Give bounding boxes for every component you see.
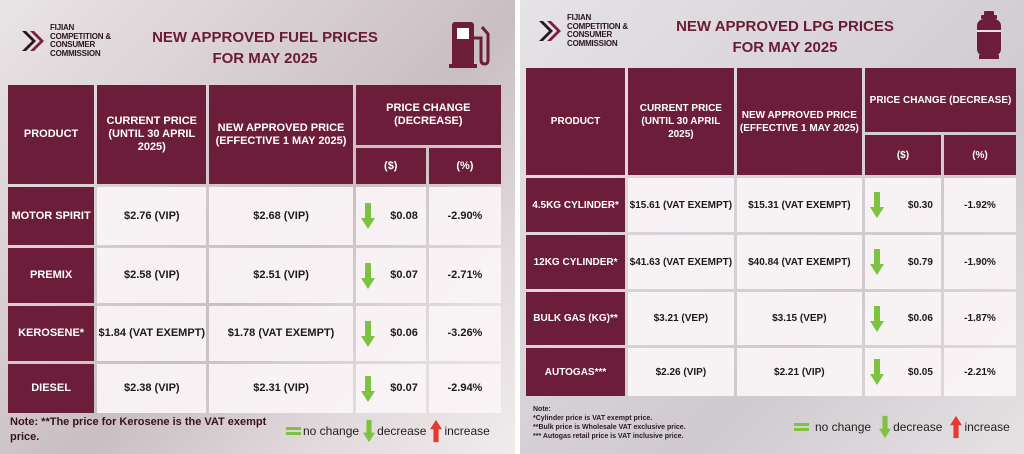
table-row: 12KG CYLINDER* $41.63 (VAT EXEMPT) $40.8… <box>526 235 1016 289</box>
decrease-arrow-icon <box>360 375 375 402</box>
percent-change: -2.94% <box>428 364 501 413</box>
current-price: $2.26 (VIP) <box>628 348 734 396</box>
current-price: $2.58 (VIP) <box>97 248 207 303</box>
up-arrow-icon <box>950 415 963 439</box>
header-new-price: NEW APPROVED PRICE (EFFECTIVE 1 MAY 2025… <box>209 85 353 184</box>
header-product: PRODUCT <box>8 85 95 184</box>
equals-icon <box>794 422 809 432</box>
fuel-title: NEW APPROVED FUEL PRICES FOR MAY 2025 <box>152 29 378 67</box>
new-price: $40.84 (VAT EXEMPT) <box>736 235 862 289</box>
dollar-change: $0.07 <box>355 364 426 413</box>
header-percent: (%) <box>943 135 1016 175</box>
new-price: $3.15 (VEP) <box>736 292 862 345</box>
lpg-price-table: PRODUCT CURRENT PRICE (UNTIL 30 APRIL 20… <box>523 65 1019 399</box>
product-name: AUTOGAS*** <box>526 348 626 396</box>
header-product: PRODUCT <box>526 68 626 175</box>
decrease-arrow-icon <box>870 305 884 332</box>
percent-change: -1.87% <box>943 292 1016 345</box>
decrease-arrow-icon <box>360 320 375 347</box>
current-price: $2.38 (VIP) <box>97 364 207 413</box>
percent-change: -3.26% <box>428 306 501 361</box>
fuel-note: Note: **The price for Kerosene is the VA… <box>10 416 267 443</box>
legend-no-change: no change <box>794 420 871 434</box>
current-price: $15.61 (VAT EXEMPT) <box>628 178 734 232</box>
table-row: 4.5KG CYLINDER* $15.61 (VAT EXEMPT) $15.… <box>526 178 1016 232</box>
current-price: $41.63 (VAT EXEMPT) <box>628 235 734 289</box>
chevron-logo-icon <box>22 31 44 51</box>
decrease-arrow-icon <box>360 203 375 229</box>
legend-decrease: decrease <box>879 413 942 441</box>
table-row: PREMIX $2.58 (VIP) $2.51 (VIP) $0.07 -2.… <box>8 248 501 303</box>
product-name: BULK GAS (KG)** <box>526 292 626 345</box>
product-name: MOTOR SPIRIT <box>8 187 95 245</box>
decrease-arrow-icon <box>870 249 884 275</box>
new-price: $2.68 (VIP) <box>209 187 353 245</box>
up-arrow-icon <box>430 419 443 443</box>
fuel-pump-icon <box>449 22 490 68</box>
decrease-arrow-icon <box>870 359 884 385</box>
gas-cylinder-icon <box>977 11 1001 59</box>
table-row: MOTOR SPIRIT $2.76 (VIP) $2.68 (VIP) $0.… <box>8 187 501 245</box>
dollar-change: $0.06 <box>865 292 941 345</box>
fuel-legend: no change decrease increase <box>286 418 490 444</box>
dollar-change: $0.30 <box>865 178 941 232</box>
dollar-change: $0.05 <box>865 348 941 396</box>
header-current-price: CURRENT PRICE (UNTIL 30 APRIL 2025) <box>628 68 734 175</box>
product-name: PREMIX <box>8 248 95 303</box>
table-row: DIESEL $2.38 (VIP) $2.31 (VIP) $0.07 -2.… <box>8 364 501 413</box>
current-price: $2.76 (VIP) <box>97 187 207 245</box>
header-percent: (%) <box>428 148 501 184</box>
product-name: KEROSENE* <box>8 306 95 361</box>
fccc-logo-lpg: FIJIAN COMPETITION & CONSUMER COMMISSION <box>537 13 628 48</box>
legend-increase: increase <box>430 418 490 444</box>
current-price: $1.84 (VAT EXEMPT) <box>97 306 207 361</box>
header-dollar: ($) <box>865 135 941 175</box>
new-price: $1.78 (VAT EXEMPT) <box>209 306 353 361</box>
new-price: $2.31 (VIP) <box>209 364 353 413</box>
percent-change: -2.90% <box>428 187 501 245</box>
chevron-logo-icon <box>539 21 561 41</box>
new-price: $15.31 (VAT EXEMPT) <box>736 178 862 232</box>
panel-divider <box>515 0 520 454</box>
down-arrow-icon <box>363 419 376 443</box>
product-name: 12KG CYLINDER* <box>526 235 626 289</box>
new-price: $2.21 (VIP) <box>736 348 862 396</box>
dollar-change: $0.07 <box>355 248 426 303</box>
table-row: KEROSENE* $1.84 (VAT EXEMPT) $1.78 (VAT … <box>8 306 501 361</box>
dollar-change: $0.06 <box>355 306 426 361</box>
percent-change: -1.92% <box>943 178 1016 232</box>
table-row: AUTOGAS*** $2.26 (VIP) $2.21 (VIP) $0.05… <box>526 348 1016 396</box>
down-arrow-icon <box>879 415 892 439</box>
dollar-change: $0.08 <box>355 187 426 245</box>
lpg-legend: no change decrease increase <box>794 413 1010 441</box>
legend-no-change: no change <box>286 424 359 438</box>
product-name: 4.5KG CYLINDER* <box>526 178 626 232</box>
lpg-title: NEW APPROVED LPG PRICES FOR MAY 2025 <box>676 18 894 56</box>
header-dollar: ($) <box>355 148 426 184</box>
logo-text: FIJIAN COMPETITION & CONSUMER COMMISSION <box>50 23 111 58</box>
fuel-price-table: PRODUCT CURRENT PRICE (UNTIL 30 APRIL 20… <box>5 82 504 416</box>
dollar-change: $0.79 <box>865 235 941 289</box>
legend-decrease: decrease <box>363 418 426 444</box>
product-name: DIESEL <box>8 364 95 413</box>
new-price: $2.51 (VIP) <box>209 248 353 303</box>
header-price-change: PRICE CHANGE (DECREASE) <box>355 85 501 145</box>
legend-increase: increase <box>950 413 1010 441</box>
logo-text: FIJIAN COMPETITION & CONSUMER COMMISSION <box>567 13 628 48</box>
equals-icon <box>286 426 301 436</box>
header-current-price: CURRENT PRICE (UNTIL 30 APRIL 2025) <box>97 85 207 184</box>
decrease-arrow-icon <box>360 262 375 289</box>
table-row: BULK GAS (KG)** $3.21 (VEP) $3.15 (VEP) … <box>526 292 1016 345</box>
lpg-notes: Note: *Cylinder price is VAT exempt pric… <box>533 406 686 440</box>
percent-change: -2.21% <box>943 348 1016 396</box>
percent-change: -2.71% <box>428 248 501 303</box>
decrease-arrow-icon <box>870 192 884 218</box>
header-new-price: NEW APPROVED PRICE (EFFECTIVE 1 MAY 2025… <box>736 68 862 175</box>
fccc-logo: FIJIAN COMPETITION & CONSUMER COMMISSION <box>20 23 111 58</box>
current-price: $3.21 (VEP) <box>628 292 734 345</box>
percent-change: -1.90% <box>943 235 1016 289</box>
header-price-change: PRICE CHANGE (DECREASE) <box>865 68 1016 132</box>
